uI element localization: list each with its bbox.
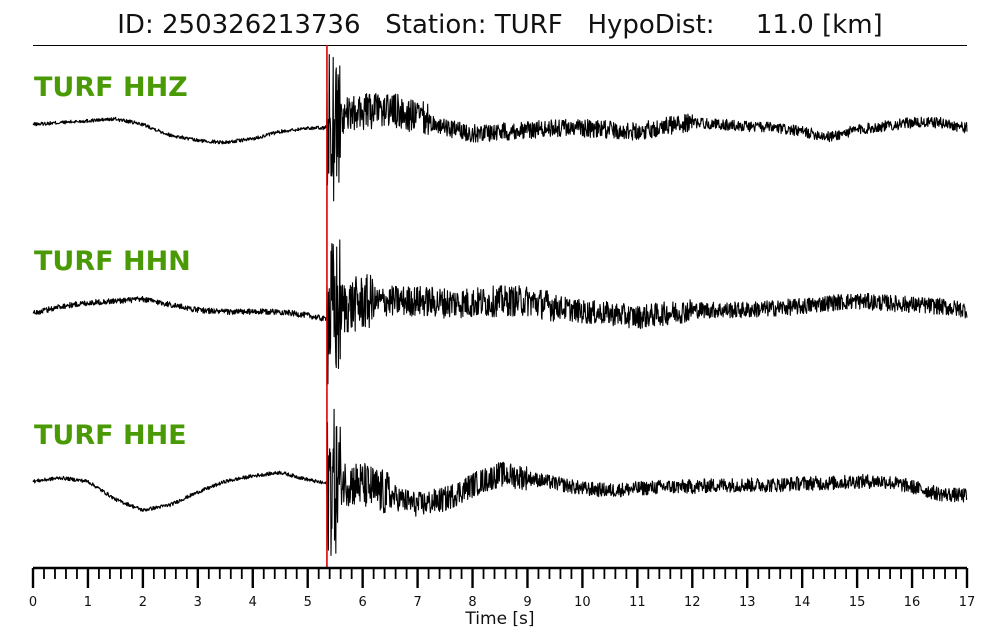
x-tick-label: 1 [84,595,92,610]
x-axis-label: Time [s] [464,609,534,629]
x-tick-label: 12 [684,595,701,610]
x-tick-label: 8 [468,595,476,610]
x-tick-label: 17 [959,595,976,610]
trace-layer [32,53,968,556]
x-tick-label: 5 [304,595,312,610]
x-tick-label: 3 [194,595,202,610]
trace-label-hhe: TURF HHE [34,420,187,451]
trace-label-hhn: TURF HHN [34,246,191,277]
x-tick-label: 6 [359,595,367,610]
trace-hhn [32,239,968,385]
x-tick-label: 13 [739,595,756,610]
x-tick-label: 0 [29,595,37,610]
x-tick-label: 9 [523,595,531,610]
x-tick-label: 11 [629,595,646,610]
x-tick-label: 16 [904,595,921,610]
x-tick-label: 14 [794,595,811,610]
x-tick-label: 4 [249,595,257,610]
trace-label-hhz: TURF HHZ [34,72,188,103]
trace-hhe [32,408,968,556]
plot-title: ID: 250326213736 Station: TURF HypoDist:… [117,10,883,40]
x-tick-label: 15 [849,595,866,610]
x-tick-label: 10 [574,595,591,610]
time-axis: 0 1 2 3 4 5 6 7 8 9 10 11 12 13 14 15 16 17 [29,566,976,610]
x-tick-label: 2 [139,595,147,610]
x-tick-label: 7 [413,595,421,610]
trace-hhz [32,53,968,202]
title-underline [33,45,967,46]
